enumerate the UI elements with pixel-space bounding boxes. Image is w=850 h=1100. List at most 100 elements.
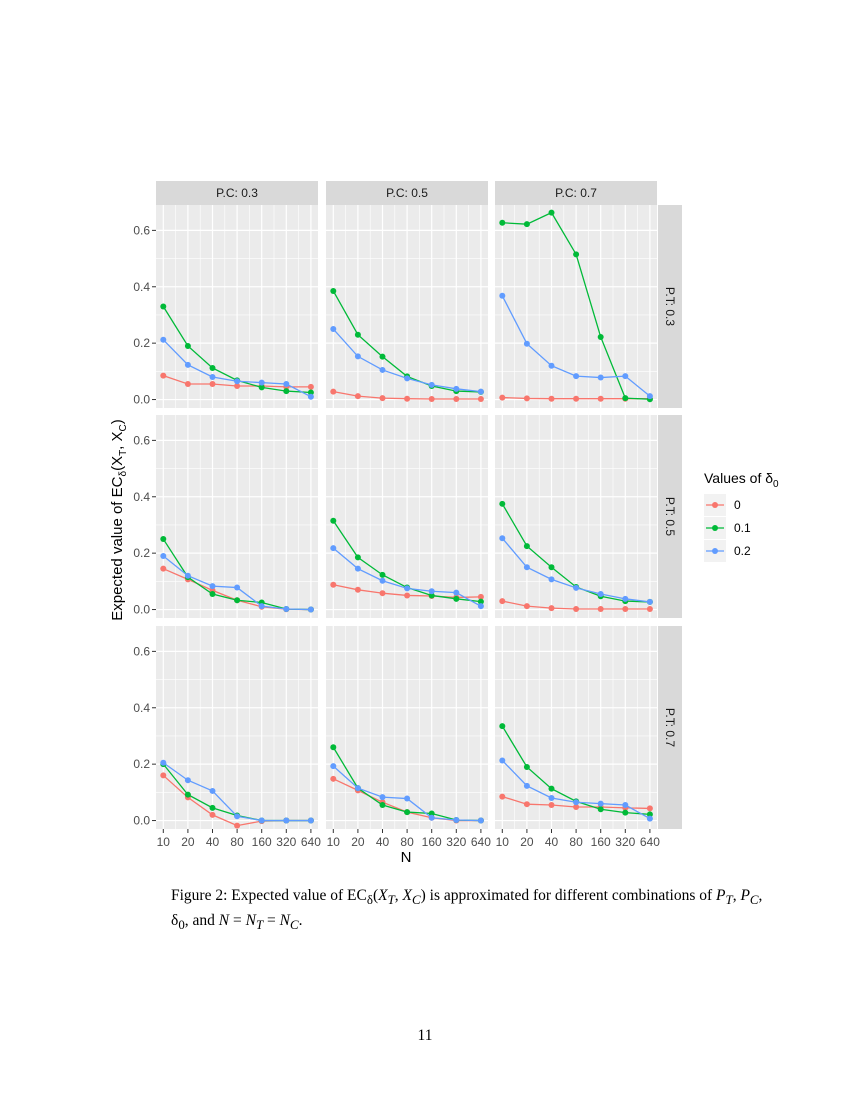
- x-axis-title: N: [401, 849, 412, 866]
- data-point: [597, 605, 604, 612]
- row-strip-label: P.T: 0.7: [663, 708, 677, 747]
- data-point: [477, 598, 484, 605]
- data-point: [307, 383, 314, 390]
- facet-panel: [326, 415, 488, 618]
- data-point: [428, 381, 435, 388]
- data-point: [646, 393, 653, 400]
- data-point: [597, 374, 604, 381]
- data-point: [160, 336, 167, 343]
- data-point: [428, 814, 435, 821]
- data-point: [597, 333, 604, 340]
- data-point: [234, 822, 241, 829]
- data-point: [307, 817, 314, 824]
- data-point: [283, 817, 290, 824]
- x-tick-label: 640: [301, 835, 321, 849]
- data-point: [379, 366, 386, 373]
- data-point: [404, 592, 411, 599]
- data-point: [404, 809, 411, 816]
- data-point: [477, 388, 484, 395]
- data-point: [622, 373, 629, 380]
- row-strip-label: P.T: 0.5: [663, 497, 677, 536]
- y-tick-label: 0.6: [133, 644, 150, 658]
- data-point: [234, 813, 241, 820]
- facet-panel: [495, 415, 657, 618]
- data-point: [597, 806, 604, 813]
- data-point: [573, 584, 580, 591]
- x-tick-label: 160: [422, 835, 442, 849]
- data-point: [184, 777, 191, 784]
- x-tick-label: 40: [545, 835, 559, 849]
- data-point: [646, 815, 653, 822]
- data-point: [354, 554, 361, 561]
- figure-caption: Figure 2: Expected value of ECδ(XT, XC) …: [171, 887, 763, 933]
- y-tick-label: 0.4: [133, 280, 150, 294]
- data-point: [379, 577, 386, 584]
- data-point: [379, 353, 386, 360]
- column-strip-label: P.C: 0.7: [555, 186, 597, 200]
- data-point: [573, 251, 580, 258]
- data-point: [283, 388, 290, 395]
- data-point: [499, 535, 506, 542]
- data-point: [258, 384, 265, 391]
- data-point: [499, 394, 506, 401]
- y-tick-label: 0.4: [133, 701, 150, 715]
- data-point: [523, 801, 530, 808]
- y-tick-label: 0.0: [133, 814, 150, 828]
- legend-label: 0.2: [734, 544, 751, 558]
- data-point: [622, 809, 629, 816]
- x-tick-label: 320: [446, 835, 466, 849]
- row-strip: [658, 205, 682, 408]
- faceted-line-chart: P.C: 0.3 P.C: 0.5 P.C: 0.7 P.T: 0.3 P.T: 0.5…: [109, 181, 779, 866]
- caption-label: Figure 2:: [171, 887, 228, 904]
- x-tick-label: 10: [327, 835, 341, 849]
- data-point: [330, 287, 337, 294]
- data-point: [160, 303, 167, 310]
- data-point: [307, 393, 314, 400]
- data-point: [184, 791, 191, 798]
- data-point: [428, 395, 435, 402]
- data-point: [428, 810, 435, 817]
- data-point: [184, 572, 191, 579]
- column-strip-label: P.C: 0.3: [216, 186, 258, 200]
- data-point: [499, 757, 506, 764]
- data-point: [283, 381, 290, 388]
- data-point: [354, 353, 361, 360]
- data-point: [404, 585, 411, 592]
- data-point: [209, 373, 216, 380]
- data-point: [160, 565, 167, 572]
- data-point: [477, 817, 484, 824]
- data-point: [499, 793, 506, 800]
- data-point: [160, 552, 167, 559]
- data-point: [573, 605, 580, 612]
- x-tick-label: 10: [496, 835, 510, 849]
- data-point: [330, 517, 337, 524]
- data-point: [234, 378, 241, 385]
- data-point: [597, 395, 604, 402]
- data-point: [548, 395, 555, 402]
- x-tick-label: 320: [276, 835, 296, 849]
- data-point: [160, 759, 167, 766]
- data-point: [330, 545, 337, 552]
- data-point: [307, 389, 314, 396]
- x-tick-label: 40: [376, 835, 390, 849]
- data-point: [477, 395, 484, 402]
- data-point: [330, 744, 337, 751]
- data-point: [453, 595, 460, 602]
- data-point: [379, 794, 386, 801]
- data-point: [404, 395, 411, 402]
- data-point: [404, 795, 411, 802]
- data-point: [622, 802, 629, 809]
- data-point: [379, 395, 386, 402]
- data-point: [209, 591, 216, 598]
- data-point: [499, 598, 506, 605]
- data-point: [330, 326, 337, 333]
- legend-label: 0.1: [734, 521, 751, 535]
- data-point: [160, 372, 167, 379]
- data-point: [646, 811, 653, 818]
- data-point: [209, 811, 216, 818]
- legend-label: 0: [734, 498, 741, 512]
- legend-title: Values of δ0: [704, 470, 779, 490]
- data-point: [258, 817, 265, 824]
- facet-panel: [495, 205, 657, 408]
- data-point: [499, 219, 506, 226]
